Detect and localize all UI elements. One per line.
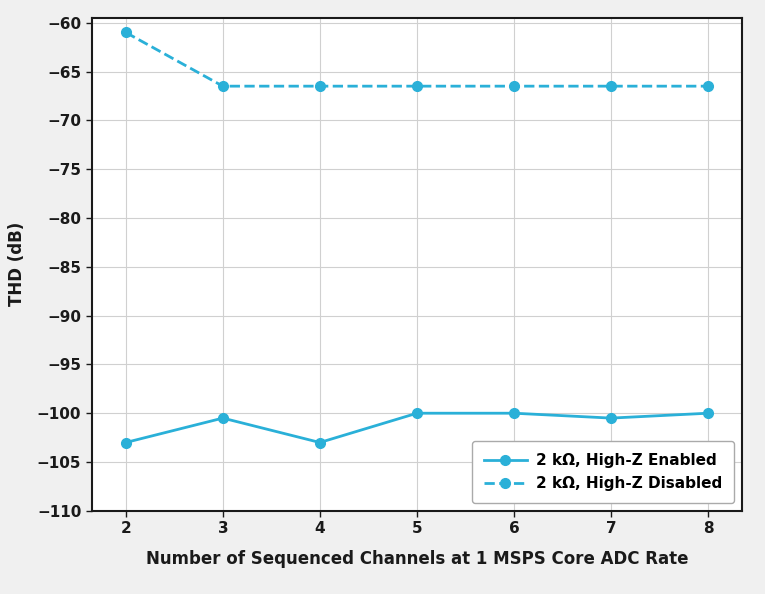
2 kΩ, High-Z Enabled bbox=[121, 439, 130, 446]
2 kΩ, High-Z Enabled bbox=[315, 439, 324, 446]
Line: 2 kΩ, High-Z Enabled: 2 kΩ, High-Z Enabled bbox=[121, 408, 713, 447]
2 kΩ, High-Z Disabled bbox=[315, 83, 324, 90]
X-axis label: Number of Sequenced Channels at 1 MSPS Core ADC Rate: Number of Sequenced Channels at 1 MSPS C… bbox=[145, 550, 688, 568]
Line: 2 kΩ, High-Z Disabled: 2 kΩ, High-Z Disabled bbox=[121, 27, 713, 91]
Legend: 2 kΩ, High-Z Enabled, 2 kΩ, High-Z Disabled: 2 kΩ, High-Z Enabled, 2 kΩ, High-Z Disab… bbox=[472, 441, 734, 503]
2 kΩ, High-Z Enabled bbox=[704, 410, 713, 417]
2 kΩ, High-Z Disabled bbox=[704, 83, 713, 90]
2 kΩ, High-Z Disabled bbox=[509, 83, 519, 90]
2 kΩ, High-Z Disabled bbox=[607, 83, 616, 90]
2 kΩ, High-Z Disabled bbox=[412, 83, 422, 90]
2 kΩ, High-Z Disabled bbox=[121, 29, 130, 36]
2 kΩ, High-Z Enabled bbox=[509, 410, 519, 417]
2 kΩ, High-Z Disabled bbox=[218, 83, 227, 90]
Y-axis label: THD (dB): THD (dB) bbox=[8, 222, 26, 307]
2 kΩ, High-Z Enabled bbox=[412, 410, 422, 417]
2 kΩ, High-Z Enabled bbox=[607, 415, 616, 422]
2 kΩ, High-Z Enabled bbox=[218, 415, 227, 422]
